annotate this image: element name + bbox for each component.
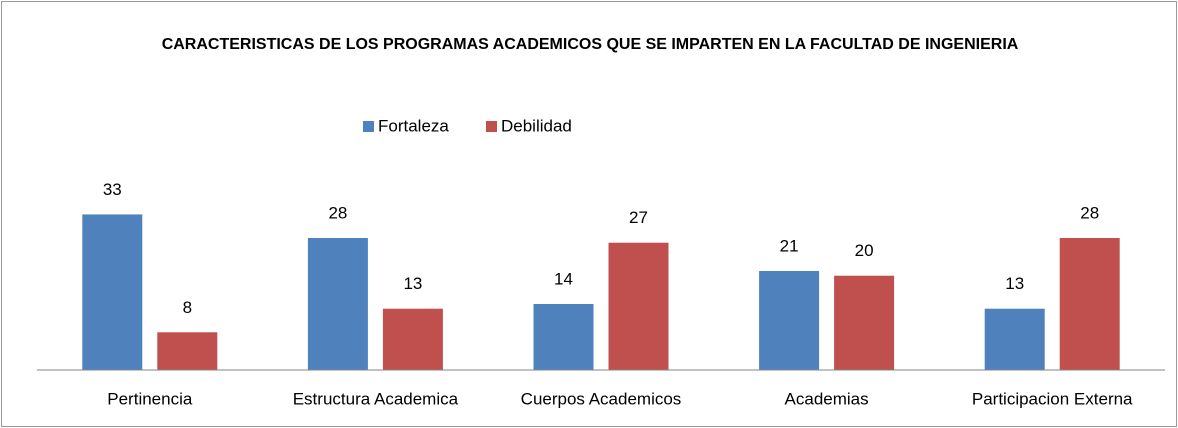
bar [984, 308, 1045, 370]
data-label: 8 [183, 298, 192, 317]
chart-title: CARACTERISTICAS DE LOS PROGRAMAS ACADEMI… [161, 36, 1019, 53]
data-label: 13 [1005, 274, 1024, 293]
bar [834, 275, 895, 370]
x-tick-label: Cuerpos Academicos [521, 389, 682, 408]
data-label: 33 [103, 180, 122, 199]
bar [533, 304, 594, 370]
data-label: 27 [629, 208, 648, 227]
bar [382, 308, 443, 370]
bar [608, 242, 669, 370]
x-tick-label: Academias [785, 389, 869, 408]
bar [1059, 238, 1120, 370]
data-label: 13 [403, 274, 422, 293]
bar [759, 271, 820, 370]
legend-label: Fortaleza [378, 116, 449, 135]
x-tick-label: Participacion Externa [972, 389, 1133, 408]
bar [82, 214, 143, 370]
bar [307, 238, 368, 370]
data-label: 21 [780, 236, 799, 255]
legend-swatch [486, 121, 497, 132]
data-label: 28 [328, 203, 347, 222]
bar [157, 332, 218, 370]
legend-label: Debilidad [501, 116, 572, 135]
x-tick-label: Pertinencia [107, 389, 193, 408]
data-label: 14 [554, 269, 573, 288]
data-label: 20 [855, 241, 874, 260]
legend-swatch [363, 121, 374, 132]
x-tick-label: Estructura Academica [293, 389, 459, 408]
data-label: 28 [1080, 203, 1099, 222]
